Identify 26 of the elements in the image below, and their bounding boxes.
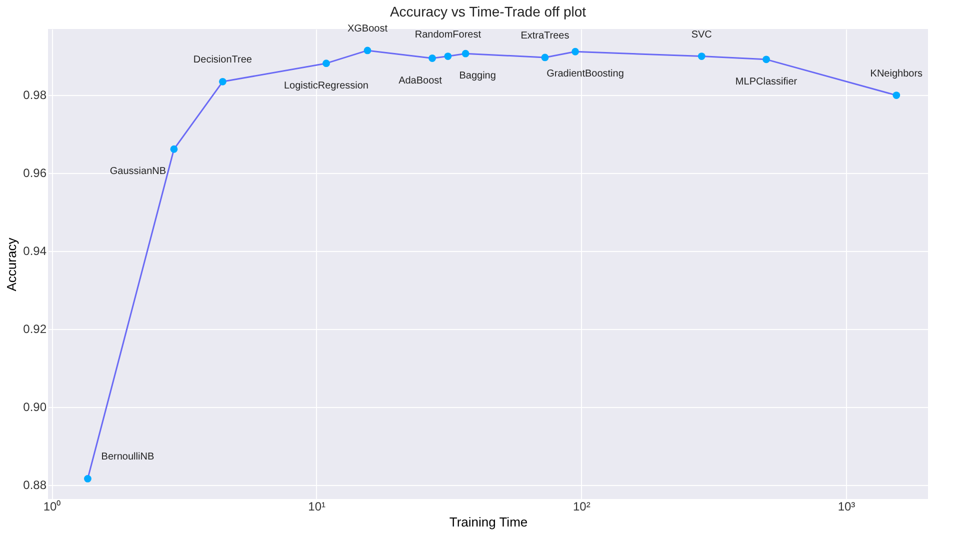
- annotation: RandomForest: [414, 29, 482, 40]
- annotation: AdaBoost: [398, 75, 442, 86]
- annotation: BernoulliNB: [101, 452, 154, 463]
- annotation: SVC: [691, 29, 712, 40]
- y-tick-label: 0.96: [23, 166, 47, 180]
- annotation: GradientBoosting: [546, 68, 624, 80]
- annotation: KNeighbors: [870, 68, 923, 80]
- y-tick-label: 0.90: [23, 400, 47, 414]
- annotation: Bagging: [459, 70, 496, 82]
- x-tick-label: 10¹: [308, 500, 326, 514]
- annotation: ExtraTrees: [520, 30, 570, 42]
- y-tick-label: 0.94: [23, 244, 47, 258]
- y-tick-label: 0.92: [23, 322, 47, 336]
- y-axis-title: Accuracy: [4, 237, 20, 292]
- annotation: LogisticRegression: [284, 80, 368, 92]
- annotation: GaussianNB: [110, 166, 166, 178]
- y-tick-label: 0.88: [23, 478, 47, 492]
- annotation: DecisionTree: [193, 54, 252, 66]
- annotation: MLPClassifier: [735, 76, 798, 88]
- x-tick-label: 10⁰: [43, 500, 61, 514]
- annotation: XGBoost: [347, 23, 388, 34]
- chart-title: Accuracy vs Time-Trade off plot: [390, 3, 586, 20]
- x-tick-label: 10²: [572, 500, 590, 514]
- y-tick-label: 0.98: [23, 88, 47, 102]
- x-tick-label: 10³: [838, 500, 856, 514]
- x-axis-title: Training Time: [449, 514, 528, 530]
